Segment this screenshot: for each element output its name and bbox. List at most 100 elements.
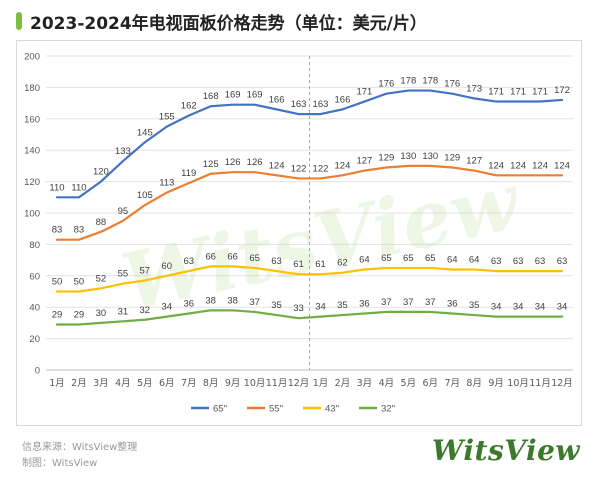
data-label: 113 [159,178,174,189]
data-label: 122 [313,163,329,174]
data-label: 178 [422,76,438,87]
footer-source: 信息来源：WitsView整理 [22,442,138,453]
data-label: 50 [74,277,85,288]
y-tick-label: 180 [24,83,40,94]
data-label: 126 [247,157,263,168]
data-label: 38 [227,295,238,306]
data-label: 64 [469,255,480,266]
data-label: 35 [271,300,282,311]
data-label: 145 [137,127,153,138]
data-label: 63 [513,256,524,267]
data-label: 168 [203,91,219,102]
x-tick-label: 6月 [159,378,175,389]
data-label: 171 [532,87,548,98]
data-label: 63 [271,256,282,267]
data-label: 29 [74,309,85,320]
data-label: 178 [400,76,416,87]
y-tick-label: 140 [24,146,40,157]
footer: 信息来源：WitsView整理 制图：WitsView [22,440,137,472]
chart-frame [16,40,582,426]
data-label: 66 [227,251,238,262]
x-tick-label: 12月 [551,378,573,389]
x-tick-label: 4月 [115,378,131,389]
series-line [55,265,564,293]
data-label: 127 [466,156,482,167]
data-label: 129 [378,152,394,163]
data-label: 105 [137,190,153,201]
data-label: 30 [96,308,107,319]
title-row: 2023-2024年电视面板价格走势（单位：美元/片） [16,8,427,34]
data-label: 169 [225,90,241,101]
data-label: 35 [337,300,348,311]
x-tick-label: 5月 [401,378,417,389]
data-label: 124 [488,160,504,171]
x-tick-label: 6月 [422,378,438,389]
data-label: 36 [359,298,370,309]
title-bullet-icon [16,12,22,30]
data-label: 124 [554,160,570,171]
data-label: 162 [181,101,197,112]
data-label: 124 [510,160,526,171]
data-label: 61 [293,259,304,270]
page-title: 2023-2024年电视面板价格走势（单位：美元/片） [30,13,427,34]
data-label: 34 [513,302,524,313]
data-label: 130 [422,151,438,162]
series-line [55,164,564,241]
data-label: 36 [183,298,194,309]
data-label: 120 [93,167,109,178]
data-label: 172 [554,85,570,96]
x-tick-label: 9月 [488,378,504,389]
data-label: 34 [491,302,502,313]
legend-label: 55" [269,404,283,415]
data-label: 124 [335,160,351,171]
data-label: 171 [356,87,372,98]
data-label: 176 [378,79,394,90]
data-label: 38 [205,295,216,306]
x-tick-label: 4月 [379,378,395,389]
y-tick-label: 160 [24,114,40,125]
data-label: 34 [161,302,172,313]
x-tick-label: 11月 [529,378,551,389]
data-label: 88 [96,217,107,228]
x-tick-label: 1月 [313,378,329,389]
data-label: 36 [447,298,458,309]
x-tick-label: 12月 [288,378,310,389]
y-tick-label: 100 [24,209,40,220]
data-label: 166 [269,94,285,105]
data-label: 95 [118,206,129,217]
data-label: 34 [557,302,568,313]
data-label: 122 [291,163,307,174]
x-tick-label: 11月 [266,378,288,389]
x-tick-label: 8月 [466,378,482,389]
x-tick-label: 10月 [507,378,529,389]
data-label: 163 [313,99,329,110]
data-label: 60 [161,261,172,272]
data-label: 64 [447,255,458,266]
x-tick-label: 2月 [71,378,87,389]
y-tick-label: 60 [29,271,40,282]
data-label: 83 [52,225,63,236]
data-label: 124 [532,160,548,171]
footer-maker: 制图：WitsView [22,458,98,469]
y-tick-label: 80 [29,240,40,251]
x-tick-label: 7月 [181,378,197,389]
legend-label: 32" [381,404,395,415]
x-tick-label: 3月 [93,378,109,389]
data-label: 63 [491,256,502,267]
data-label: 33 [293,303,304,314]
data-label: 29 [52,309,63,320]
data-label: 125 [203,159,219,170]
data-label: 171 [488,87,504,98]
y-tick-label: 200 [24,52,40,63]
data-label: 65 [403,253,414,264]
data-label: 133 [115,146,131,157]
data-label: 37 [425,297,436,308]
x-tick-label: 1月 [49,378,65,389]
x-tick-label: 9月 [225,378,241,389]
data-label: 50 [52,277,63,288]
data-label: 130 [400,151,416,162]
data-label: 126 [225,157,241,168]
data-label: 65 [425,253,436,264]
legend-label: 65" [213,404,227,415]
